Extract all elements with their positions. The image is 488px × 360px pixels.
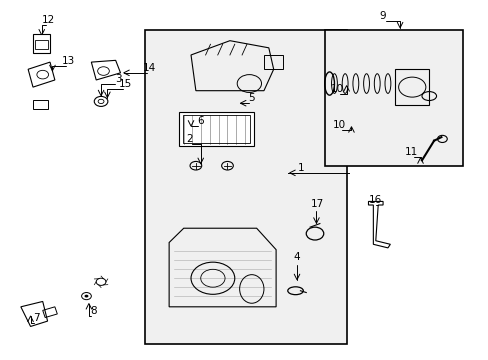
Text: 14: 14 — [143, 63, 156, 73]
Text: 11: 11 — [404, 147, 417, 157]
Text: 6: 6 — [197, 116, 203, 126]
Text: 10: 10 — [332, 120, 345, 130]
Text: 3: 3 — [115, 73, 121, 84]
Bar — [33, 33, 50, 53]
Text: 13: 13 — [62, 56, 75, 66]
Text: 10: 10 — [330, 84, 343, 94]
Bar — [33, 100, 47, 109]
Text: 17: 17 — [310, 199, 324, 208]
Text: 7: 7 — [33, 313, 40, 323]
Bar — [144, 30, 346, 344]
Bar — [183, 115, 249, 143]
Circle shape — [84, 295, 88, 297]
Text: 9: 9 — [379, 11, 386, 21]
Text: 5: 5 — [248, 93, 255, 103]
Text: 4: 4 — [293, 252, 299, 262]
Text: 8: 8 — [90, 306, 97, 316]
Text: 2: 2 — [186, 134, 192, 144]
Bar — [179, 112, 254, 146]
Text: 12: 12 — [42, 15, 55, 24]
Text: 1: 1 — [298, 163, 304, 173]
Bar — [35, 40, 47, 49]
Bar — [324, 30, 462, 166]
Text: 16: 16 — [368, 195, 382, 205]
Text: 15: 15 — [119, 79, 132, 89]
